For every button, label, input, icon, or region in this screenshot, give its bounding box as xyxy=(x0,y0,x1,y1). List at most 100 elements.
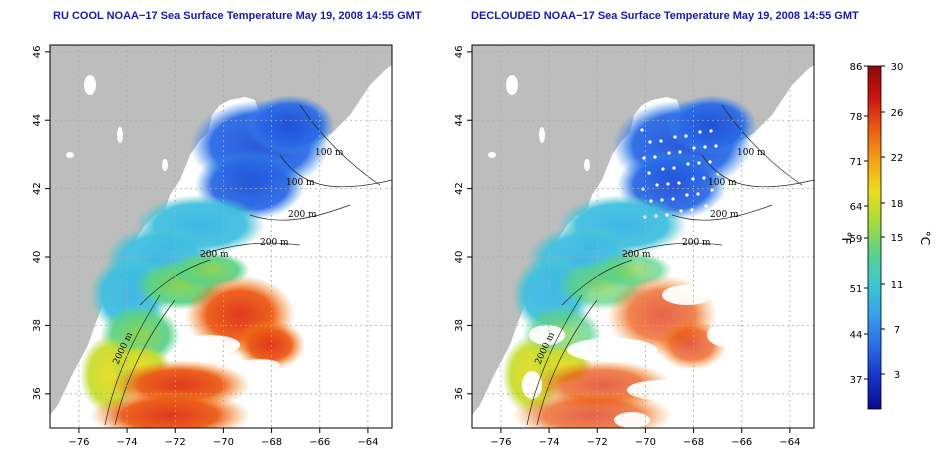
cloud-speck xyxy=(691,177,695,181)
contour-line xyxy=(721,104,803,186)
contour-line xyxy=(279,154,392,188)
contour-line xyxy=(139,259,211,306)
x-tick-label: −64 xyxy=(357,437,378,448)
contour-line xyxy=(249,204,351,221)
sst-patch xyxy=(90,390,250,428)
x-tick-label: −72 xyxy=(587,437,608,448)
cloud-speck xyxy=(679,209,683,213)
cloud-speck xyxy=(648,140,652,144)
bathymetry-contours xyxy=(526,104,814,426)
y-tick-label: 46 xyxy=(32,45,43,58)
colorbar-unit-c: °C xyxy=(918,231,932,245)
x-tick-label: −66 xyxy=(309,437,330,448)
lake xyxy=(66,152,74,158)
cloud-speck xyxy=(697,161,701,165)
cloud-speck xyxy=(696,192,700,196)
lake xyxy=(84,75,96,95)
cloud-speck xyxy=(704,204,708,208)
cloud-speck xyxy=(654,214,658,218)
cloud-speck xyxy=(703,145,707,149)
x-tick-label: −64 xyxy=(779,437,800,448)
cloud-speck xyxy=(659,139,663,143)
cloud-speck xyxy=(642,156,646,160)
colorbar-tick-c-label: 3 xyxy=(894,370,900,381)
colorbar-tick-f-label: 37 xyxy=(850,375,863,386)
colorbar-tick-f-label: 86 xyxy=(850,62,863,73)
cloud-gap xyxy=(614,412,650,428)
y-tick-label: 44 xyxy=(454,114,465,127)
contour-line xyxy=(561,259,633,306)
contour-label: 100 m xyxy=(708,178,737,188)
cloud-speck xyxy=(647,171,651,175)
cloud-gap xyxy=(529,325,565,345)
cloud-speck xyxy=(665,213,669,217)
colorbar-tick-f-label: 64 xyxy=(850,202,863,213)
y-tick-label: 40 xyxy=(454,251,465,264)
cloud-speck xyxy=(672,166,676,170)
colorbar-tick-c-label: 11 xyxy=(891,280,904,291)
cloud-speck xyxy=(690,208,694,212)
cloud-speck xyxy=(715,203,719,207)
x-tick-label: −74 xyxy=(117,437,138,448)
x-tick-label: −66 xyxy=(731,437,752,448)
contour-label: 200 m xyxy=(622,250,651,260)
contour-label: 200 m xyxy=(710,210,739,220)
cloud-speck xyxy=(710,188,714,192)
y-tick-label: 36 xyxy=(32,387,43,400)
sst-patch xyxy=(235,320,305,370)
x-tick-label: −72 xyxy=(165,437,186,448)
contour-line xyxy=(114,299,176,426)
contour-label: 200 m xyxy=(288,210,317,220)
map-frame xyxy=(471,44,815,429)
contour-label: 200 m xyxy=(260,238,289,248)
map-frame xyxy=(49,44,393,429)
contour-line xyxy=(299,104,381,186)
sst-patch xyxy=(667,95,757,155)
cloud-gap xyxy=(567,338,657,362)
cloud-speck xyxy=(677,181,681,185)
contour-label: 100 m xyxy=(286,178,315,188)
x-tick-label: −76 xyxy=(68,437,89,448)
colorbar: 86 78 71 64 59 51 44 37 30 26 22 18 15 11 7 3 °F °C xyxy=(839,62,932,410)
lake xyxy=(584,159,590,171)
cloud-gap xyxy=(662,285,712,305)
contour-label: 100 m xyxy=(737,148,766,158)
y-tick-label: 38 xyxy=(32,319,43,332)
y-tick-label: 42 xyxy=(32,182,43,195)
cloud-speck xyxy=(698,130,702,134)
x-tick-label: −74 xyxy=(539,437,560,448)
colorbar-tick-c-label: 7 xyxy=(894,325,900,336)
x-tick-label: −70 xyxy=(213,437,234,448)
graticule xyxy=(472,45,814,428)
y-tick-label: 36 xyxy=(454,387,465,400)
contour-label: 100 m xyxy=(315,148,344,158)
colorbar-tick-c-label: 30 xyxy=(891,62,904,73)
contour-line xyxy=(671,204,773,221)
colorbar-tick-c-label: 26 xyxy=(891,108,904,119)
x-tick-label: −76 xyxy=(490,437,511,448)
colorbar-tick-c-label: 15 xyxy=(891,233,904,244)
cloud-speck xyxy=(655,183,659,187)
contour-line xyxy=(536,299,598,426)
y-tick-label: 40 xyxy=(32,251,43,264)
cloud-gap xyxy=(522,371,542,399)
graticule xyxy=(50,45,392,428)
sst-field xyxy=(80,95,335,428)
colorbar-scale xyxy=(867,65,882,410)
y-tick-label: 42 xyxy=(454,182,465,195)
colorbar-tick-f-label: 51 xyxy=(850,284,863,295)
cloud-speck xyxy=(653,155,657,159)
cloud-speck xyxy=(708,160,712,164)
colorbar-tick-c-label: 18 xyxy=(891,199,904,210)
map-right-title: DECLOUDED NOAA−17 Sea Surface Temperatur… xyxy=(471,10,859,22)
colorbar-tick-f-label: 78 xyxy=(850,112,863,123)
cloud-gap xyxy=(265,380,325,400)
map-left-title: RU COOL NOAA−17 Sea Surface Temperature … xyxy=(53,10,422,22)
contour-line xyxy=(199,242,301,256)
lake xyxy=(162,159,168,171)
cloud-speck xyxy=(649,199,653,203)
cloud-gap xyxy=(240,359,280,371)
cloud-speck xyxy=(714,144,718,148)
